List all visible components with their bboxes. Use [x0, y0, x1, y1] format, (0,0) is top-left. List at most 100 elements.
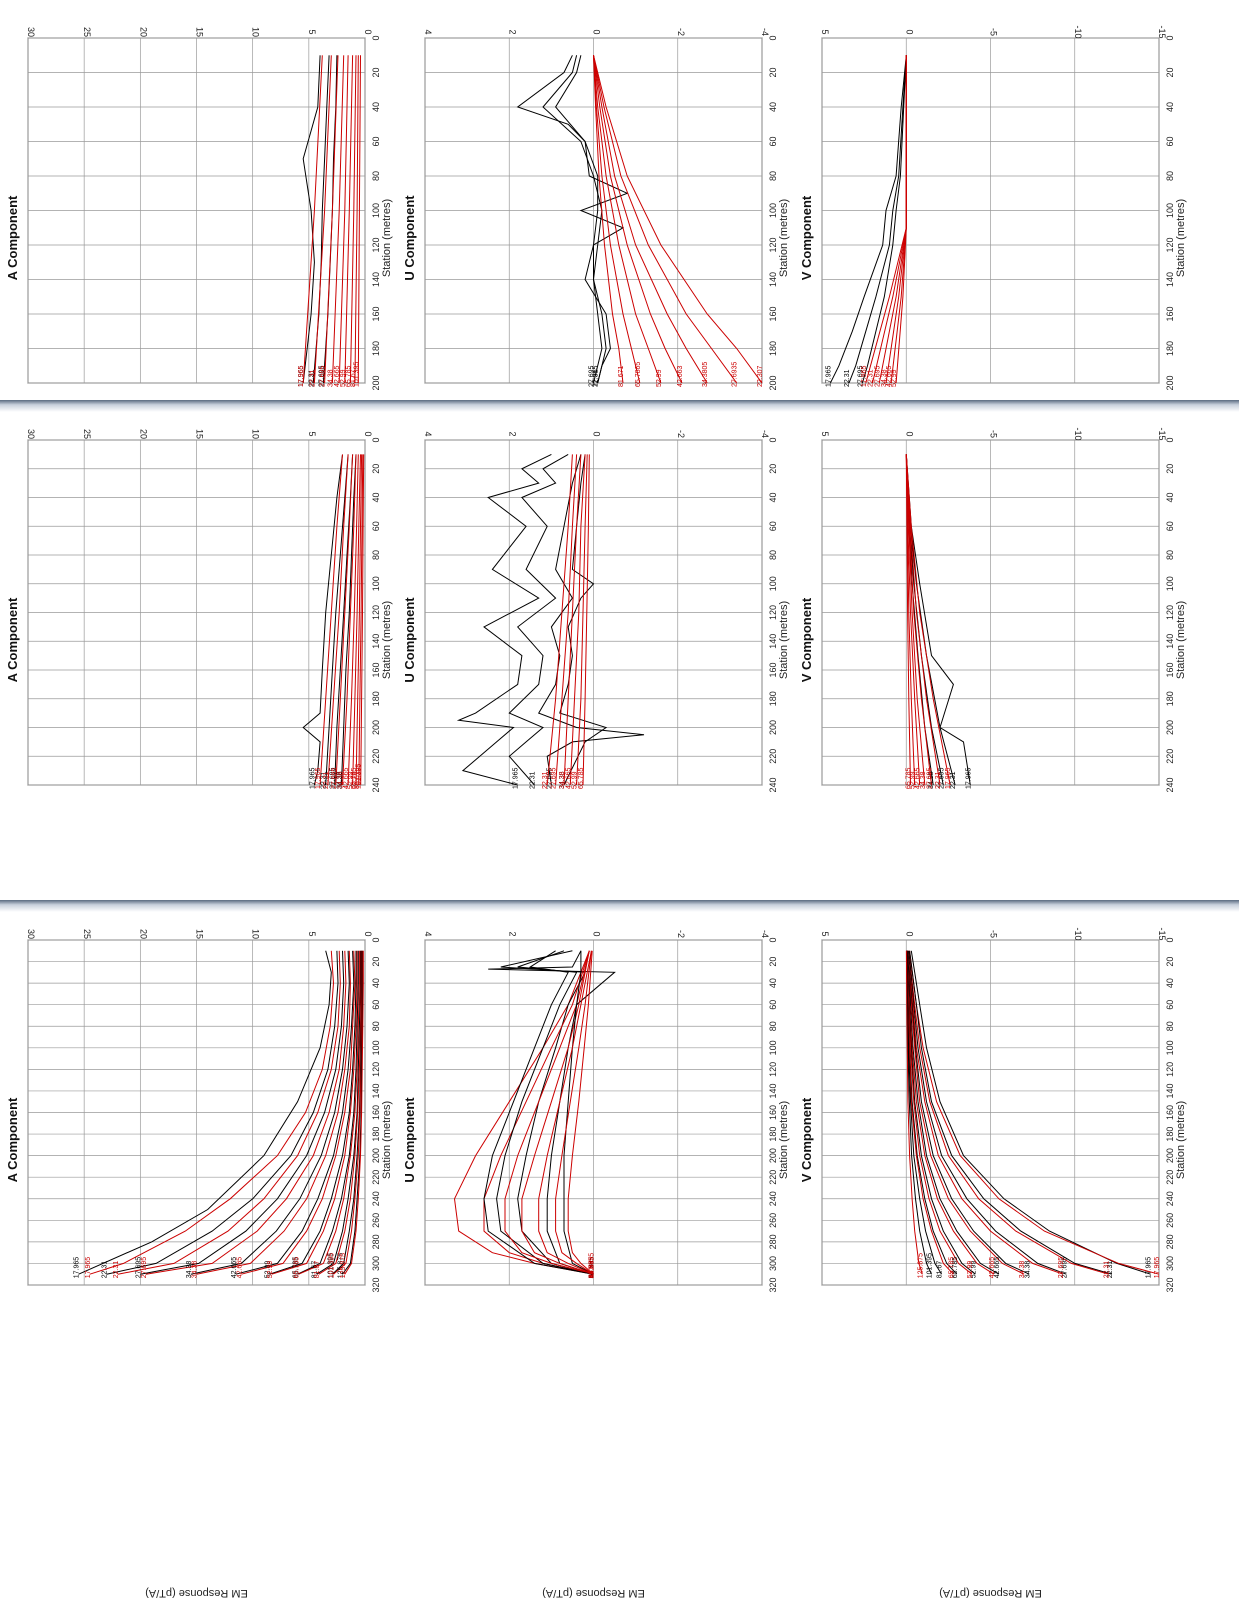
response-tick-label: 10: [251, 929, 261, 939]
response-tick-label: 20: [138, 929, 148, 939]
station-tick-label: 220: [1165, 749, 1175, 764]
series-end-label: 34.38: [920, 771, 927, 789]
series-end-label: 65.785: [345, 365, 352, 387]
series-line-model-34.3805: [593, 55, 708, 384]
station-tick-label: 80: [1165, 550, 1175, 560]
response-tick-label: 25: [82, 27, 92, 37]
station-tick-label: 60: [1165, 136, 1175, 146]
series-line-model-22.31: [546, 454, 573, 786]
station-tick-label: 160: [371, 306, 381, 321]
station-axis-label: Station (metres): [778, 199, 790, 277]
series-end-label: 27.695: [141, 1257, 148, 1279]
series-line-measured-27.695: [554, 55, 603, 384]
station-tick-label: 20: [371, 957, 381, 967]
series-line-model-52.99: [352, 454, 361, 786]
series-end-label: 52.99: [967, 1261, 974, 1279]
station-tick-label: 160: [768, 1105, 778, 1120]
series-end-label: 27.695: [546, 767, 553, 789]
series-end-label: 65.785: [293, 1257, 300, 1279]
station-tick-label: 80: [371, 171, 381, 181]
station-tick-label: 120: [371, 1062, 381, 1077]
series-end-label: 125.875: [338, 1253, 345, 1278]
series-line-model-34.38: [907, 950, 1025, 1275]
series-end-label: 101.395: [327, 1253, 334, 1278]
series-line-model-42.665: [338, 55, 349, 384]
station-tick-label: 140: [1165, 272, 1175, 287]
response-tick-label: -5: [989, 430, 999, 438]
series-end-label: 34.38: [559, 771, 566, 789]
series-line-model-22.31: [908, 950, 1109, 1275]
series-end-label: 125.875: [917, 1253, 924, 1278]
station-tick-label: 140: [371, 1083, 381, 1098]
series-end-label: 22.31: [309, 369, 316, 387]
series-line-measured-34.38: [340, 454, 357, 786]
station-tick-label: 20: [1165, 957, 1175, 967]
series-end-label: 17.965: [298, 365, 305, 387]
series-end-label: 22.31: [1107, 1261, 1114, 1279]
series-end-label: 101.395: [927, 1253, 934, 1278]
series-end-label: 42.665: [236, 1257, 243, 1279]
series-end-label: 22.31: [323, 771, 330, 789]
station-tick-label: 0: [768, 937, 778, 942]
response-tick-label: 4: [423, 29, 433, 34]
series-line-measured-125.875: [342, 950, 364, 1275]
series-line-model-34.38: [342, 454, 357, 786]
station-tick-label: 200: [1165, 1148, 1175, 1163]
station-tick-label: 0: [1165, 35, 1175, 40]
station-axis-label: Station (metres): [1175, 601, 1187, 679]
series-line-model-125.875: [905, 950, 923, 1275]
series-end-label: 52.99: [348, 771, 355, 789]
series-end-label: 27.695: [320, 365, 327, 387]
series-end-label: 17.965: [593, 365, 600, 387]
series-end-label: 27.695: [318, 365, 325, 387]
series-end-label: 17.965: [315, 767, 322, 789]
chart-title: U Component: [402, 195, 417, 281]
series-end-label: 52.99: [340, 369, 347, 387]
series-line-model-22.31: [313, 55, 332, 384]
response-tick-label: 2: [507, 29, 517, 34]
series-line-model-34.38: [196, 950, 351, 1275]
station-tick-label: 40: [1165, 492, 1175, 502]
series-end-label: 17.965: [85, 1257, 92, 1279]
series-line-measured-52.99: [488, 950, 616, 1275]
station-tick-label: 240: [371, 1191, 381, 1206]
series-line-model-52.99: [895, 55, 907, 384]
station-tick-label: 0: [371, 35, 381, 40]
station-tick-label: 100: [1165, 1040, 1175, 1055]
series-line-model-81.67: [354, 55, 359, 384]
series-line-measured-17.965: [829, 55, 907, 384]
station-tick-label: 180: [768, 341, 778, 356]
station-tick-label: 280: [768, 1234, 778, 1249]
response-tick-label: -10: [1073, 25, 1083, 38]
series-line-model-17.965: [89, 950, 335, 1275]
chart-title: A Component: [5, 195, 20, 280]
chart-middle-u-component: 0 20 40 60 80 100 120 140 160 180 200 220 240 -4 -2 0 2 4…: [402, 430, 790, 793]
station-tick-label: 300: [768, 1256, 778, 1271]
station-tick-label: 80: [768, 550, 778, 560]
station-tick-label: 200: [768, 720, 778, 735]
series-line-model-81.67: [358, 454, 364, 786]
series-end-label: 22.31: [542, 771, 549, 789]
station-tick-label: 140: [768, 634, 778, 649]
series-line-model-52.99: [576, 454, 588, 786]
station-tick-label: 320: [371, 1277, 381, 1292]
series-line-model-65.785: [582, 454, 590, 786]
station-tick-label: 40: [1165, 978, 1175, 988]
response-tick-label: -2: [676, 930, 686, 938]
series-end-label: 34.38: [928, 771, 935, 789]
station-tick-label: 120: [371, 605, 381, 620]
series-end-label: 34.38: [336, 771, 343, 789]
station-tick-label: 160: [768, 306, 778, 321]
station-tick-label: 20: [371, 464, 381, 474]
series-end-label: 52.99: [589, 1261, 596, 1279]
response-tick-label: 5: [820, 931, 830, 936]
series-end-label: 27.695: [135, 1257, 142, 1279]
chart-title: A Component: [5, 1097, 20, 1182]
station-tick-label: 260: [768, 1213, 778, 1228]
series-end-label: 42.665: [886, 365, 893, 387]
series-end-label: 34.38: [327, 369, 334, 387]
series-end-label: 22.31: [530, 771, 537, 789]
station-tick-label: 320: [1165, 1277, 1175, 1292]
station-tick-label: 60: [768, 521, 778, 531]
series-line-model-52.99: [906, 950, 973, 1275]
